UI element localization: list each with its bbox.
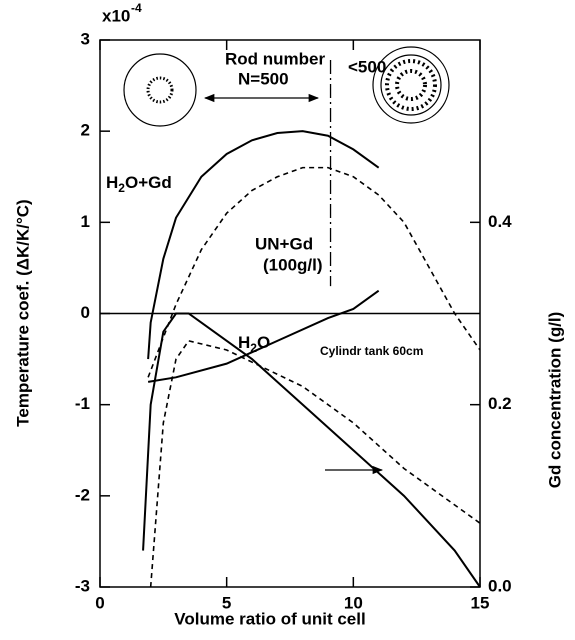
y-tick-label: 1 — [81, 212, 90, 231]
y2-tick-label: 0.0 — [488, 576, 512, 595]
annotation: Cylindr tank 60cm — [320, 344, 423, 358]
rod-bundle-large — [385, 59, 437, 111]
annotation: Rod number — [225, 49, 325, 68]
annotation-part: O+Gd — [125, 173, 172, 192]
y-tick-label: -1 — [75, 394, 90, 413]
annotation: N=500 — [238, 69, 289, 88]
y2-tick-label: 0.2 — [488, 394, 512, 413]
x-axis-label: Volume ratio of unit cell — [174, 609, 365, 628]
annotation-part: 2 — [250, 341, 257, 355]
annotation: UN+Gd — [255, 234, 313, 253]
y-tick-label: -3 — [75, 576, 90, 595]
rod-bundle-small — [146, 76, 174, 104]
data-line — [147, 130, 380, 360]
annotation: (100g/l) — [263, 255, 323, 274]
x-tick-label: 5 — [222, 593, 231, 612]
y-tick-label: -2 — [75, 485, 90, 504]
data-line — [147, 166, 481, 378]
x-tick-label: 0 — [95, 593, 104, 612]
rod-icon-large — [372, 46, 450, 124]
rod-bundle-large-inner — [395, 69, 427, 101]
x-tick-label: 10 — [344, 593, 363, 612]
y2-tick-label: 0.4 — [488, 212, 512, 231]
y2-axis-label: Gd concentration (g/l) — [545, 312, 564, 489]
y-axis-label: Temperature coef. (ΔK/K/°C) — [13, 199, 32, 426]
annotation-part: O — [257, 333, 270, 352]
x-tick-label: 15 — [471, 593, 490, 612]
y-tick-label: 0 — [81, 303, 90, 322]
y-exponent: -4 — [131, 1, 142, 15]
y-tick-label: 3 — [81, 29, 90, 48]
annotation: <500 — [348, 57, 386, 76]
rod-icon-small — [123, 53, 197, 127]
data-line — [147, 289, 380, 383]
rod-bundle-outline — [380, 54, 442, 116]
data-line — [142, 312, 481, 588]
annotation-part: H — [238, 333, 250, 352]
annotation-part: H — [106, 173, 118, 192]
annotation-part: 2 — [118, 181, 125, 195]
y-tick-label: 2 — [81, 121, 90, 140]
annotation: H2O+Gd — [106, 173, 172, 195]
annotation: H2O — [238, 333, 270, 355]
y-multiplier: x10 — [102, 6, 130, 25]
data-line — [149, 339, 481, 588]
